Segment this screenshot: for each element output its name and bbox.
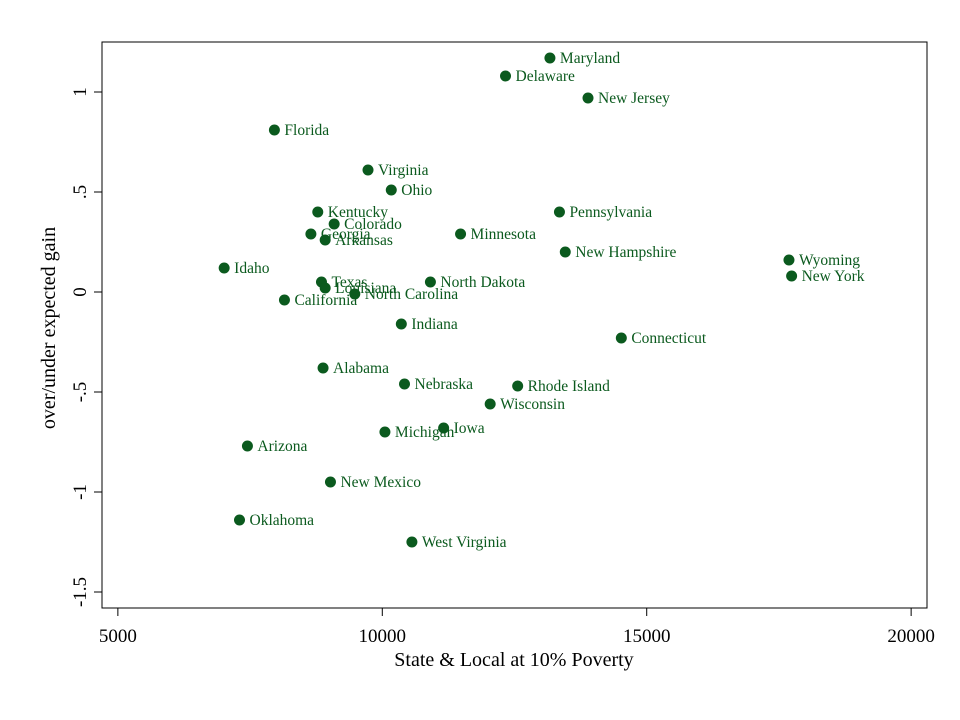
point-label: Arkansas	[335, 232, 393, 249]
scatter-point	[438, 422, 450, 434]
y-axis-label: over/under expected gain	[38, 227, 60, 429]
point-label: Michigan	[395, 424, 455, 441]
y-tick-label: 0	[70, 287, 91, 297]
point-label: New Jersey	[598, 90, 670, 107]
scatter-point	[319, 234, 331, 246]
plot-frame	[101, 41, 928, 609]
scatter-point	[241, 440, 253, 452]
point-label: Idaho	[234, 260, 270, 277]
scatter-point	[399, 378, 410, 390]
scatter-point	[395, 318, 407, 330]
scatter-point	[424, 276, 436, 288]
point-label: Pennsylvania	[569, 204, 652, 221]
point-label: Alabama	[333, 360, 389, 377]
point-label: Maryland	[560, 50, 621, 67]
scatter-point	[379, 426, 391, 438]
point-label: Indiana	[411, 316, 458, 333]
point-label: North Dakota	[440, 274, 525, 291]
scatter-point	[319, 282, 331, 294]
point-label: Kentucky	[328, 204, 389, 221]
y-tick-label: 1	[70, 87, 91, 97]
point-label: Nebraska	[415, 376, 474, 393]
point-label: Iowa	[454, 420, 485, 437]
point-label: Virginia	[378, 162, 429, 179]
point-label: Oklahoma	[250, 512, 315, 529]
point-label: West Virginia	[422, 534, 507, 551]
scatter-point	[783, 254, 795, 266]
point-label: Delaware	[516, 68, 575, 85]
scatter-point	[324, 476, 336, 488]
point-label: Ohio	[401, 182, 432, 199]
scatter-point	[544, 52, 556, 64]
scatter-point	[312, 206, 324, 218]
point-label: Arizona	[257, 438, 307, 455]
scatter-point	[786, 270, 798, 282]
point-label: Colorado	[344, 216, 402, 233]
x-tick-label: 10000	[359, 626, 407, 647]
scatter-point	[500, 70, 512, 82]
point-label: Georgia	[321, 226, 371, 243]
point-label: New Mexico	[340, 474, 421, 491]
y-tick-label: .5	[70, 185, 91, 199]
scatter-point	[362, 164, 374, 176]
point-label: Wisconsin	[500, 396, 565, 413]
scatter-point	[278, 294, 290, 306]
scatter-point	[268, 124, 280, 136]
y-tick-label: -1	[70, 484, 91, 500]
x-axis-label: State & Local at 10% Poverty	[394, 649, 633, 671]
scatter-point	[406, 536, 418, 548]
x-tick-label: 20000	[887, 626, 935, 647]
x-axis: 5000 10000 15000 20000	[99, 608, 935, 647]
scatter-point	[484, 398, 496, 410]
scatter-point	[559, 246, 571, 258]
y-tick-label: -1.5	[70, 577, 91, 607]
point-label: New York	[802, 268, 865, 285]
scatter-point	[455, 228, 467, 240]
scatter-point	[218, 262, 230, 274]
x-tick-label: 5000	[99, 626, 137, 647]
point-label: North Carolina	[365, 286, 459, 303]
scatter-point	[305, 228, 317, 240]
scatter-point	[582, 92, 594, 104]
point-label: Minnesota	[471, 226, 537, 243]
scatter-point	[234, 514, 245, 526]
scatter-point	[328, 218, 340, 230]
scatter-point	[349, 288, 361, 300]
point-label: Florida	[284, 122, 329, 139]
point-label: Rhode Island	[528, 378, 610, 395]
y-tick-label: -.5	[70, 382, 91, 403]
scatter-point	[317, 362, 329, 374]
scatter-point	[512, 380, 524, 392]
scatter-point	[553, 206, 565, 218]
x-tick-label: 15000	[623, 626, 671, 647]
scatter-point	[615, 332, 627, 344]
point-label: Wyoming	[799, 252, 860, 269]
y-axis: 1 .5 0 -.5 -1 -1.5	[70, 87, 102, 607]
point-label: Texas	[331, 274, 367, 291]
scatter-point	[385, 184, 397, 196]
point-label: Connecticut	[631, 330, 707, 347]
point-label: California	[294, 292, 357, 309]
point-label: New Hampshire	[575, 244, 676, 261]
